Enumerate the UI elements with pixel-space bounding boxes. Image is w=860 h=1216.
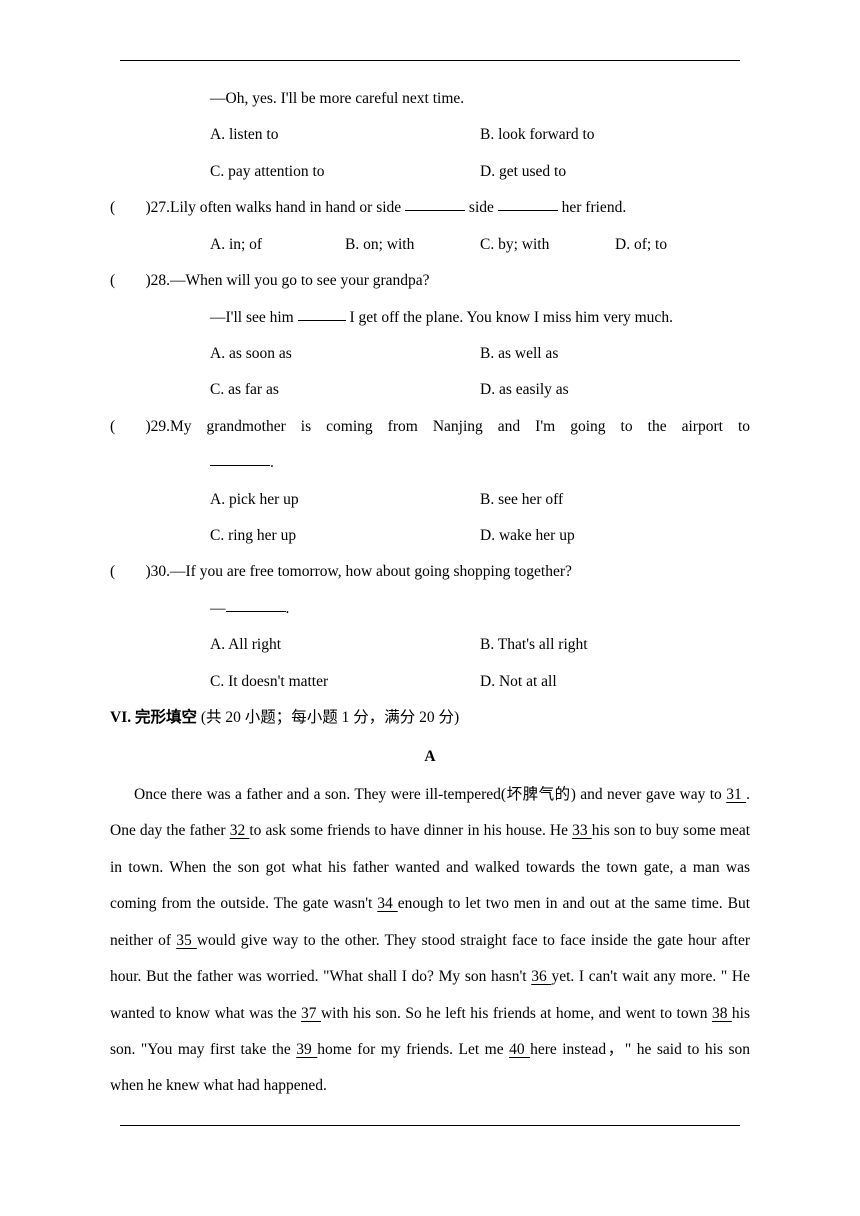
q29: ()29. My grandmother is coming from Nanj… (110, 409, 750, 445)
q29-line1: My grandmother is coming from Nanjing an… (170, 409, 750, 445)
q27-opt-a: A. in; of (210, 227, 345, 263)
q28-opt-a: A. as soon as (210, 336, 480, 372)
q26-opt-a: A. listen to (210, 117, 480, 153)
q30-opt-a: A. All right (210, 627, 480, 663)
section6-letter: A (110, 739, 750, 775)
q26-options: A. listen to B. look forward to C. pay a… (210, 117, 750, 190)
q29-options: A. pick her up B. see her off C. ring he… (210, 482, 750, 555)
q28-paren: ()28. (110, 263, 170, 299)
section6-header: VI. 完形填空 (共 20 小题；每小题 1 分，满分 20 分) (110, 700, 750, 736)
blank-fill (226, 611, 286, 612)
blank-36: 36 (531, 968, 551, 985)
blank-35: 35 (176, 932, 197, 949)
blank-fill (298, 320, 346, 321)
q26-opt-b: B. look forward to (480, 117, 750, 153)
blank-33: 33 (572, 822, 592, 839)
passage-a: Once there was a father and a son. They … (110, 777, 750, 1105)
q30-line1: —If you are free tomorrow, how about goi… (170, 554, 750, 590)
blank-38: 38 (712, 1005, 732, 1022)
q30-line2: —. (210, 591, 750, 627)
q29-opt-d: D. wake her up (480, 518, 750, 554)
q27-opt-c: C. by; with (480, 227, 615, 263)
q29-line2: . (210, 445, 750, 481)
q27-paren: ()27. (110, 190, 170, 226)
q26-response: —Oh, yes. I'll be more careful next time… (210, 81, 750, 117)
q30-paren: ()30. (110, 554, 170, 590)
q27-opt-b: B. on; with (345, 227, 480, 263)
q28-options: A. as soon as B. as well as C. as far as… (210, 336, 750, 409)
bottom-rule (120, 1125, 740, 1126)
q27-opt-d: D. of; to (615, 227, 750, 263)
q29-opt-b: B. see her off (480, 482, 750, 518)
q28: ()28. —When will you go to see your gran… (110, 263, 750, 299)
q29-paren: ()29. (110, 409, 170, 445)
blank-40: 40 (509, 1041, 530, 1058)
q26-opt-c: C. pay attention to (210, 154, 480, 190)
q29-opt-a: A. pick her up (210, 482, 480, 518)
q30-opt-b: B. That's all right (480, 627, 750, 663)
blank-39: 39 (296, 1041, 317, 1058)
blank-fill (498, 210, 558, 211)
q28-opt-d: D. as easily as (480, 372, 750, 408)
blank-31: 31 (726, 786, 746, 803)
blank-fill (405, 210, 465, 211)
blank-34: 34 (377, 895, 397, 912)
q26-opt-d: D. get used to (480, 154, 750, 190)
q27-options: A. in; of B. on; with C. by; with D. of;… (210, 227, 750, 263)
blank-32: 32 (230, 822, 250, 839)
blank-fill (210, 465, 270, 466)
q28-opt-c: C. as far as (210, 372, 480, 408)
q30-opt-c: C. It doesn't matter (210, 664, 480, 700)
blank-37: 37 (301, 1005, 321, 1022)
q30-opt-d: D. Not at all (480, 664, 750, 700)
q30-options: A. All right B. That's all right C. It d… (210, 627, 750, 700)
q28-line1: —When will you go to see your grandpa? (170, 263, 750, 299)
q27: ()27. Lily often walks hand in hand or s… (110, 190, 750, 226)
q28-opt-b: B. as well as (480, 336, 750, 372)
q28-line2: —I'll see him I get off the plane. You k… (210, 300, 750, 336)
top-rule (120, 60, 740, 61)
q30: ()30. —If you are free tomorrow, how abo… (110, 554, 750, 590)
q29-opt-c: C. ring her up (210, 518, 480, 554)
q27-text: Lily often walks hand in hand or side si… (170, 190, 750, 226)
